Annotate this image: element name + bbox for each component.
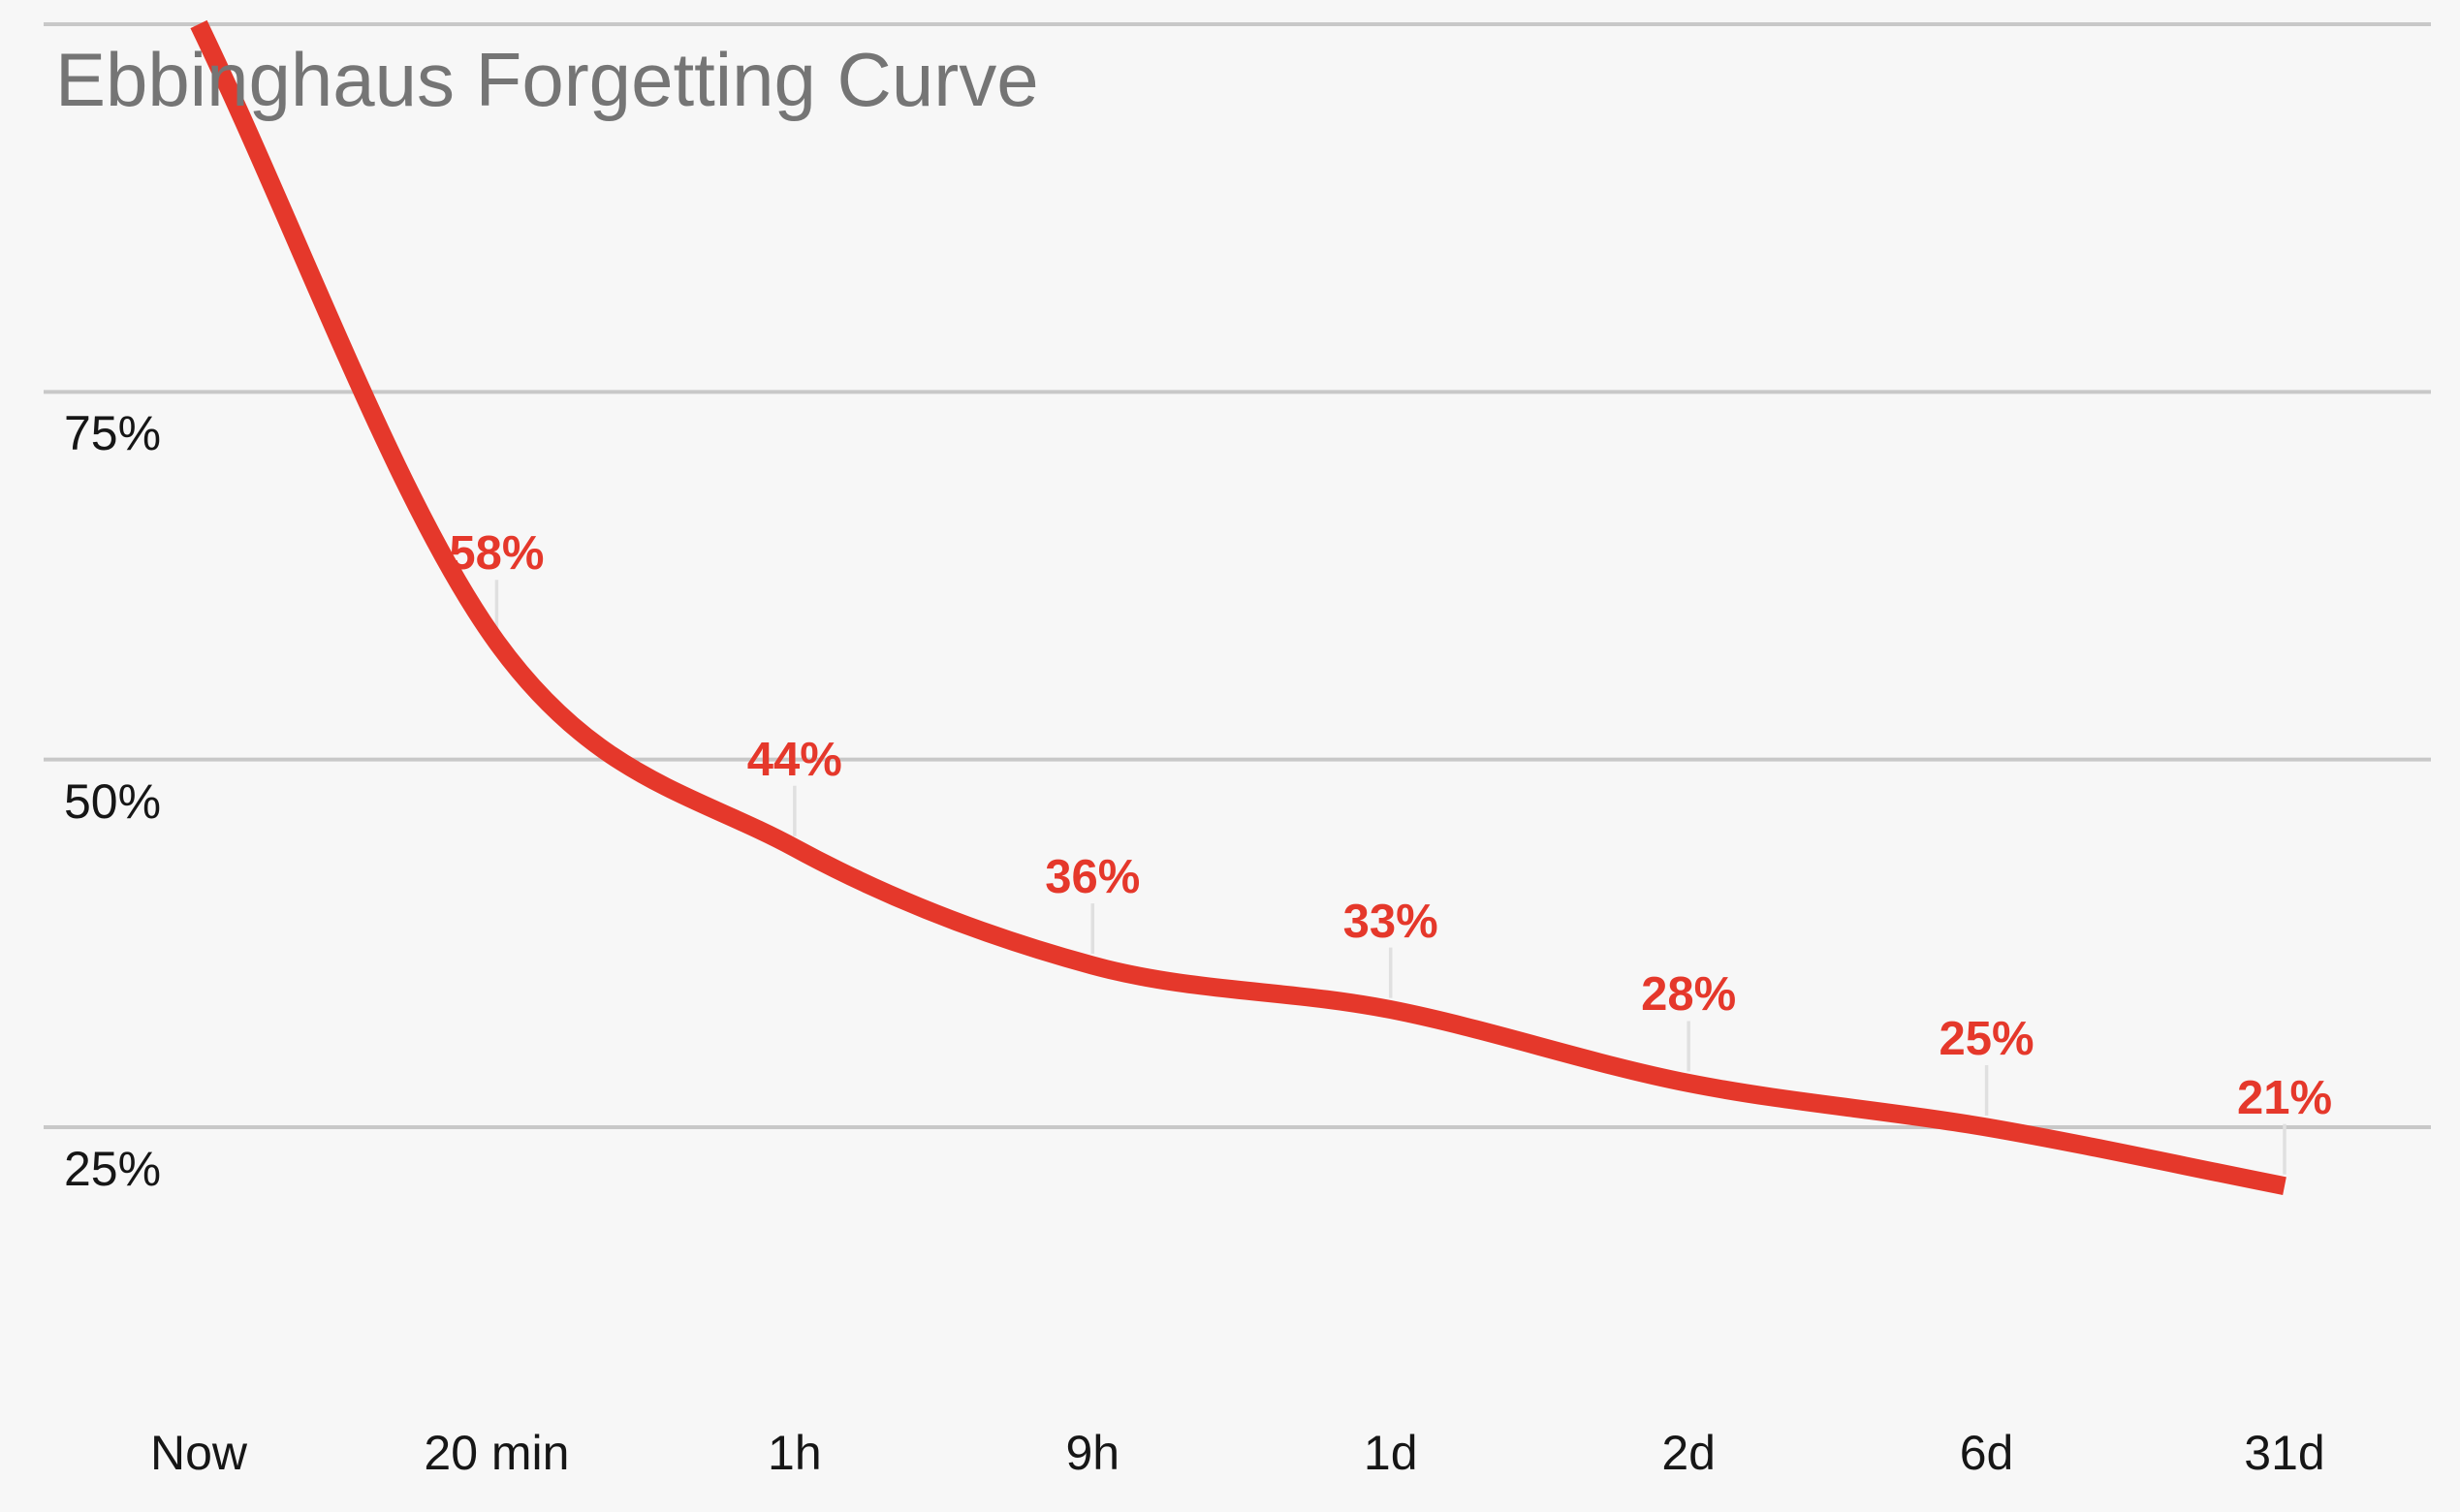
x-tick-label-5: 2d [1661, 1426, 1716, 1480]
x-tick-label-6: 6d [1959, 1426, 2014, 1480]
x-tick-label-1: 20 min [424, 1426, 570, 1480]
point-label-7: 21% [2236, 1071, 2333, 1124]
x-tick-label-3: 9h [1065, 1426, 1120, 1480]
point-label-3: 36% [1045, 851, 1141, 904]
point-label-2: 44% [746, 733, 842, 786]
y-tick-label-75: 75% [64, 406, 162, 461]
y-tick-label-25: 25% [64, 1141, 162, 1196]
y-tick-label-50: 50% [64, 773, 162, 829]
x-tick-label-2: 1h [768, 1426, 822, 1480]
chart-title: Ebbinghaus Forgetting Curve [55, 37, 1039, 122]
retention-curve [190, 19, 2287, 1196]
x-tick-label-4: 1d [1363, 1426, 1418, 1480]
point-label-5: 28% [1641, 968, 1737, 1022]
point-label-1: 58% [449, 527, 545, 581]
point-label-6: 25% [1939, 1012, 2034, 1065]
x-tick-label-0: Now [149, 1426, 248, 1480]
point-label-4: 33% [1342, 895, 1438, 948]
x-tick-label-7: 31d [2244, 1426, 2325, 1480]
